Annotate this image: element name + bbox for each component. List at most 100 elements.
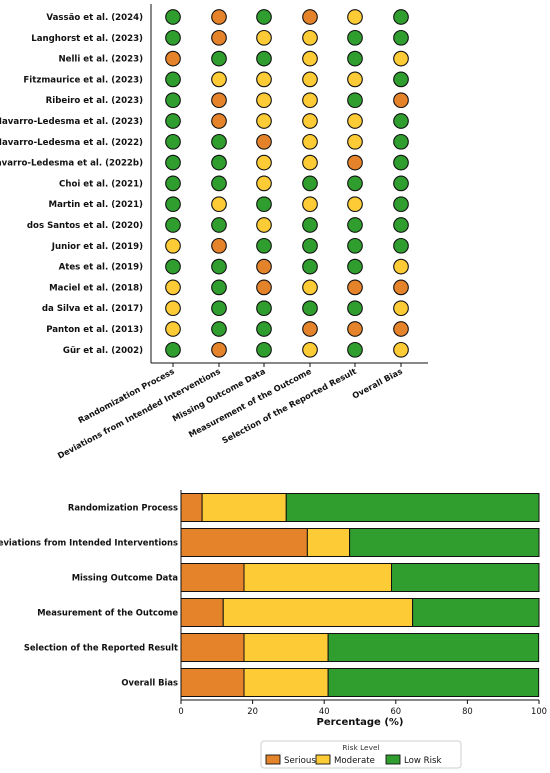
risk-dot bbox=[211, 279, 227, 296]
risk-dot bbox=[165, 154, 181, 171]
bar-segment bbox=[243, 633, 329, 662]
risk-dot bbox=[256, 113, 272, 129]
risk-dot bbox=[256, 258, 272, 275]
bar-category-label: Overall Bias bbox=[121, 678, 178, 688]
study-label: Maciel et al. (2018) bbox=[49, 283, 143, 293]
risk-dot bbox=[211, 71, 227, 88]
risk-dot bbox=[347, 9, 363, 25]
risk-dot bbox=[302, 29, 318, 46]
risk-dot bbox=[302, 92, 318, 109]
risk-dot bbox=[165, 196, 181, 213]
legend-entry: Moderate bbox=[334, 756, 375, 766]
study-label: Vassão et al. (2024) bbox=[46, 13, 143, 23]
risk-dot bbox=[165, 175, 181, 192]
x-tick-label: 60 bbox=[390, 706, 401, 716]
study-label: Fitzmaurice et al. (2023) bbox=[23, 75, 143, 85]
risk-dot bbox=[302, 217, 318, 233]
risk-dot bbox=[165, 9, 181, 25]
risk-dot bbox=[393, 50, 409, 67]
x-axis-title: Percentage (%) bbox=[317, 717, 404, 728]
risk-dot bbox=[302, 175, 318, 192]
risk-dot bbox=[393, 71, 409, 88]
bar-segment bbox=[306, 528, 351, 557]
risk-dot bbox=[256, 237, 272, 254]
risk-dot bbox=[165, 341, 181, 358]
risk-dot bbox=[165, 29, 181, 46]
risk-dot bbox=[393, 29, 409, 46]
study-label: dos Santos et al. (2020) bbox=[27, 221, 143, 231]
bar-segment bbox=[180, 563, 245, 592]
risk-dot bbox=[302, 133, 318, 150]
risk-dot bbox=[256, 29, 272, 46]
risk-dot bbox=[165, 133, 181, 150]
bar-segment bbox=[327, 668, 540, 697]
risk-dot bbox=[165, 279, 181, 296]
x-tick-label: 20 bbox=[247, 706, 258, 716]
risk-dot bbox=[211, 196, 227, 213]
risk-dot bbox=[302, 113, 318, 129]
risk-dot bbox=[393, 175, 409, 192]
risk-dot bbox=[211, 113, 227, 129]
risk-dot bbox=[347, 196, 363, 213]
bar-category-label: Selection of the Reported Result bbox=[24, 643, 178, 653]
bar-segment bbox=[243, 563, 393, 592]
bar-segment bbox=[412, 598, 540, 627]
risk-dot bbox=[211, 50, 227, 67]
bar-category-label: Measurement of the Outcome bbox=[37, 608, 178, 618]
bar-segment bbox=[285, 493, 540, 522]
legend-entry: Low Risk bbox=[404, 756, 441, 766]
risk-dot bbox=[211, 321, 227, 337]
study-label: Martin et al. (2021) bbox=[49, 200, 144, 210]
legend-box bbox=[260, 740, 462, 769]
risk-dot bbox=[256, 175, 272, 192]
risk-dot bbox=[302, 196, 318, 213]
domain-label: Overall Bias bbox=[350, 366, 404, 401]
risk-dot bbox=[347, 237, 363, 254]
risk-dot bbox=[256, 71, 272, 88]
risk-dot bbox=[393, 133, 409, 150]
legend-title: Risk Level bbox=[342, 743, 379, 752]
bar-category-label: Deviations from Intended Interventions bbox=[0, 538, 178, 548]
risk-dot bbox=[393, 279, 409, 296]
risk-dot bbox=[393, 258, 409, 275]
risk-dot bbox=[211, 237, 227, 254]
risk-dot bbox=[393, 92, 409, 109]
risk-dot bbox=[347, 217, 363, 233]
risk-dot bbox=[256, 300, 272, 317]
risk-dot bbox=[347, 154, 363, 171]
legend-swatch bbox=[315, 754, 331, 765]
bar-segment bbox=[243, 668, 329, 697]
risk-dot bbox=[302, 341, 318, 358]
risk-dot bbox=[347, 113, 363, 129]
risk-dot bbox=[211, 341, 227, 358]
risk-dot bbox=[302, 321, 318, 337]
risk-dot bbox=[347, 92, 363, 109]
risk-dot bbox=[347, 300, 363, 317]
risk-dot bbox=[165, 113, 181, 129]
legend-entry: Serious bbox=[284, 756, 316, 766]
risk-dot bbox=[211, 217, 227, 233]
risk-dot bbox=[347, 279, 363, 296]
bar-segment bbox=[327, 633, 540, 662]
risk-dot bbox=[393, 217, 409, 233]
risk-dot bbox=[347, 50, 363, 67]
risk-dot bbox=[393, 237, 409, 254]
risk-dot bbox=[211, 133, 227, 150]
risk-dot bbox=[256, 341, 272, 358]
risk-dot bbox=[256, 9, 272, 25]
risk-dot bbox=[347, 133, 363, 150]
risk-dot bbox=[256, 154, 272, 171]
risk-dot bbox=[165, 300, 181, 317]
bar-segment bbox=[180, 668, 245, 697]
risk-dot bbox=[165, 237, 181, 254]
risk-dot bbox=[393, 113, 409, 129]
risk-dot bbox=[347, 321, 363, 337]
risk-dot bbox=[256, 92, 272, 109]
risk-dot bbox=[211, 92, 227, 109]
risk-dot bbox=[256, 217, 272, 233]
bar-category-label: Missing Outcome Data bbox=[72, 573, 178, 583]
risk-dot bbox=[347, 341, 363, 358]
bar-segment bbox=[222, 598, 414, 627]
risk-dot bbox=[256, 196, 272, 213]
bar-category-label: Randomization Process bbox=[68, 503, 178, 513]
